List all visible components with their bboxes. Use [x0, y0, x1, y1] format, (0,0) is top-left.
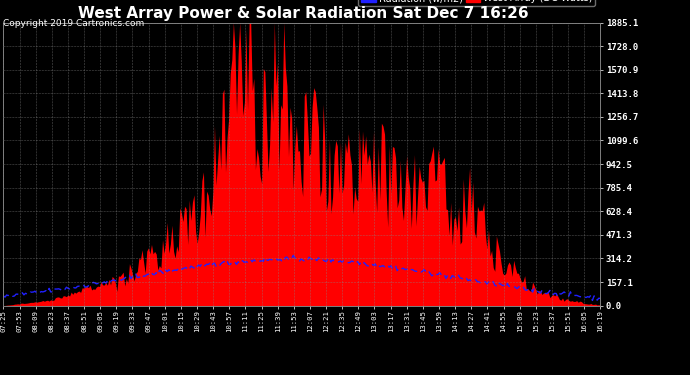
Text: Copyright 2019 Cartronics.com: Copyright 2019 Cartronics.com — [3, 20, 145, 28]
Text: West Array Power & Solar Radiation Sat Dec 7 16:26: West Array Power & Solar Radiation Sat D… — [78, 6, 529, 21]
Legend: Radiation (w/m2), West Array (DC Watts): Radiation (w/m2), West Array (DC Watts) — [358, 0, 595, 6]
